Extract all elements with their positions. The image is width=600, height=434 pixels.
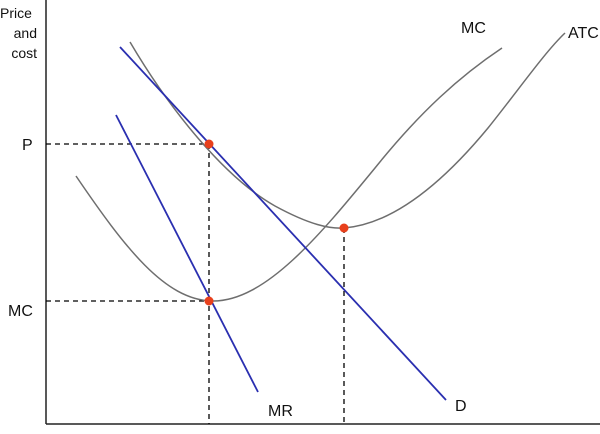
y-axis-title-line-1: Price xyxy=(0,5,32,21)
min-atc-point xyxy=(339,223,349,233)
atc-curve-label: ATC xyxy=(568,25,599,42)
y-axis-title-line-3: cost xyxy=(11,45,37,61)
profit-max-price-point xyxy=(204,139,214,149)
mc-curve-label: MC xyxy=(461,20,486,37)
mr-line xyxy=(115,114,259,393)
demand-line xyxy=(119,46,447,401)
atc-curve xyxy=(129,32,566,229)
mr-line-label: MR xyxy=(268,403,293,420)
mc-tick-label: MC xyxy=(8,303,33,320)
demand-line-label: D xyxy=(455,398,467,415)
price-tick-label: P xyxy=(22,137,33,154)
y-axis-title-line-2: and xyxy=(14,25,37,41)
mr-mc-intersection-point xyxy=(204,296,214,306)
mc-curve xyxy=(75,47,503,302)
